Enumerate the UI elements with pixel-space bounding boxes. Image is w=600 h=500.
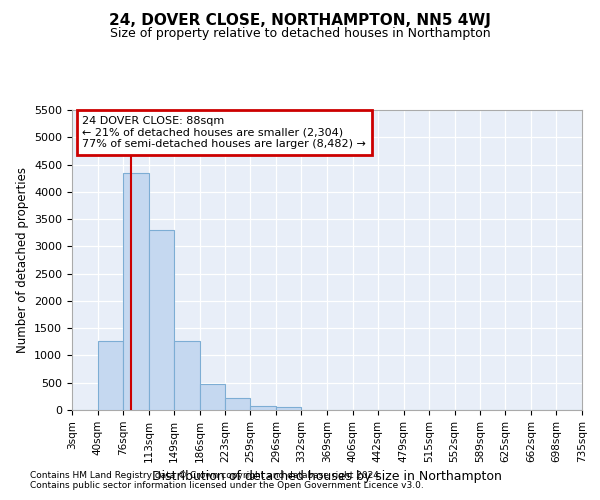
Text: Size of property relative to detached houses in Northampton: Size of property relative to detached ho… (110, 28, 490, 40)
Bar (149, 230, 174, 410)
Bar (276, 408, 301, 410)
Bar (98, 340, 123, 410)
X-axis label: Distribution of detached houses by size in Northampton: Distribution of detached houses by size … (152, 470, 502, 483)
Bar (199, 384, 225, 410)
Text: Contains public sector information licensed under the Open Government Licence v3: Contains public sector information licen… (30, 481, 424, 490)
Bar (174, 340, 199, 410)
Text: 24, DOVER CLOSE, NORTHAMPTON, NN5 4WJ: 24, DOVER CLOSE, NORTHAMPTON, NN5 4WJ (109, 12, 491, 28)
Y-axis label: Number of detached properties: Number of detached properties (16, 167, 29, 353)
Bar (123, 172, 149, 410)
Text: 24 DOVER CLOSE: 88sqm
← 21% of detached houses are smaller (2,304)
77% of semi-d: 24 DOVER CLOSE: 88sqm ← 21% of detached … (82, 116, 366, 149)
Bar (250, 406, 276, 410)
Text: Contains HM Land Registry data © Crown copyright and database right 2024.: Contains HM Land Registry data © Crown c… (30, 471, 382, 480)
Bar (225, 398, 250, 410)
